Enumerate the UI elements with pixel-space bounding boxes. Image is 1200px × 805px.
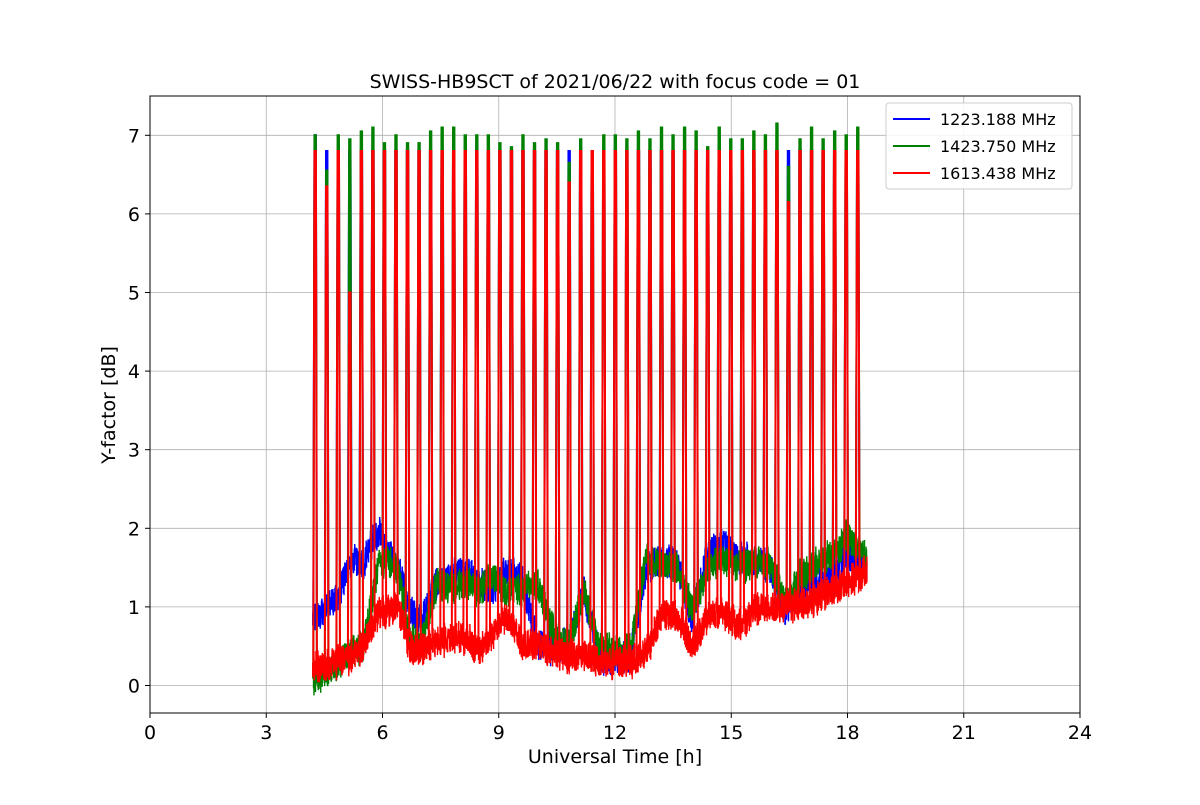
x-axis: 0 3 6 9 12 15 18 21 24 — [144, 713, 1092, 744]
series-peak — [797, 150, 803, 604]
series-peak — [658, 150, 665, 617]
y-tick-label: 7 — [128, 125, 140, 147]
series-peak — [843, 150, 849, 585]
series-peak — [716, 150, 722, 613]
x-tick-label: 24 — [1068, 722, 1092, 744]
series-peak — [774, 150, 780, 607]
series-peak — [554, 150, 561, 653]
series-peak — [381, 150, 388, 613]
series-peak — [785, 201, 792, 607]
series-peak — [323, 185, 330, 666]
y-axis-label: Y-factor [dB] — [98, 346, 120, 465]
series-peak — [496, 150, 503, 626]
y-tick-label: 5 — [128, 282, 140, 304]
x-tick-label: 9 — [493, 722, 505, 744]
legend-label: 1223.188 MHz — [940, 110, 1056, 129]
y-tick-label: 4 — [128, 361, 140, 383]
series-peak — [462, 150, 468, 639]
series-peak — [600, 150, 607, 662]
series-peak — [577, 150, 584, 656]
y-tick-label: 6 — [128, 204, 140, 226]
series-peak — [439, 150, 445, 642]
series-2 — [312, 150, 868, 683]
series-peak — [416, 150, 422, 650]
x-tick-label: 15 — [719, 722, 743, 744]
series-peak — [693, 150, 699, 641]
series-peak — [346, 291, 353, 659]
x-axis-label: Universal Time [h] — [528, 746, 702, 768]
series-peak — [393, 150, 399, 608]
series-peak — [750, 150, 757, 613]
legend-label: 1613.438 MHz — [940, 164, 1056, 183]
series-peak — [670, 150, 676, 615]
series-peak — [450, 150, 457, 639]
legend-label: 1423.750 MHz — [940, 137, 1056, 156]
y-tick-label: 1 — [128, 597, 140, 619]
series-peak — [404, 150, 411, 637]
series-peak — [820, 150, 826, 597]
series-peak — [647, 150, 653, 646]
series-peak — [566, 181, 572, 658]
series-peak — [508, 150, 515, 623]
x-tick-label: 6 — [376, 722, 388, 744]
y-tick-label: 2 — [128, 518, 140, 540]
series-peak — [520, 150, 526, 643]
y-tick-label: 3 — [128, 440, 140, 462]
x-tick-label: 12 — [603, 722, 627, 744]
series-peak — [473, 150, 480, 647]
series-peak — [370, 150, 376, 628]
series-peak — [831, 150, 838, 591]
series-peak — [427, 150, 434, 646]
series-peak — [485, 150, 492, 642]
series-peak — [808, 150, 815, 601]
series-peak — [358, 150, 365, 649]
series-peak — [335, 150, 341, 662]
x-tick-label: 3 — [260, 722, 272, 744]
series-peak — [739, 150, 746, 624]
series-peak — [854, 150, 861, 578]
series-peak — [531, 150, 538, 646]
series-peak — [704, 150, 711, 617]
legend: 1223.188 MHz 1423.750 MHz 1613.438 MHz — [885, 102, 1073, 190]
x-tick-label: 21 — [952, 722, 976, 744]
series-peak — [612, 150, 619, 662]
series-peak — [635, 150, 642, 659]
series-layer — [312, 122, 868, 696]
chart-title: SWISS-HB9SCT of 2021/06/22 with focus co… — [370, 71, 861, 93]
series-peak — [762, 150, 769, 609]
y-tick-label: 0 — [128, 675, 140, 697]
x-tick-label: 18 — [835, 722, 859, 744]
series-peak — [681, 150, 688, 629]
series-peak — [312, 150, 318, 666]
series-peak — [543, 150, 549, 649]
legend-box — [885, 102, 1073, 190]
series-peak — [727, 150, 734, 618]
series-peak — [589, 150, 595, 658]
x-tick-label: 0 — [144, 722, 156, 744]
y-axis: 0 1 2 3 4 5 6 7 — [128, 125, 150, 697]
series-peak — [623, 150, 630, 662]
